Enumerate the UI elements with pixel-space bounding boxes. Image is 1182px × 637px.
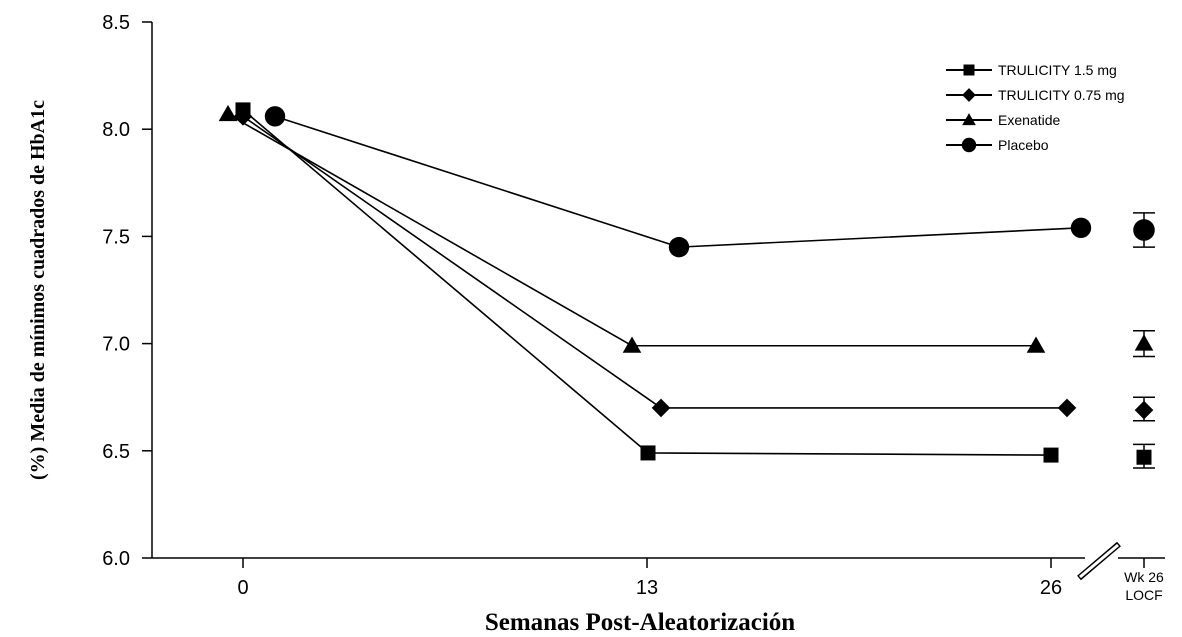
data-point — [622, 336, 642, 353]
x-tick-label: 13 — [636, 577, 658, 599]
y-axis-title: (%) Media de mínimos cuadrados de HbA1c — [27, 100, 49, 480]
legend-label: Exenatide — [998, 112, 1060, 128]
data-point — [640, 445, 656, 461]
legend-marker-square — [963, 64, 975, 76]
series-circle — [264, 106, 1092, 258]
locf-point — [1134, 334, 1154, 351]
series-diamond — [233, 107, 1077, 418]
y-ticks: 6.0 6.5 7.0 7.5 8.0 8.5 — [102, 12, 152, 570]
data-point — [1070, 217, 1092, 239]
locf-points — [1133, 212, 1155, 469]
series-line — [242, 109, 1052, 456]
data-point — [264, 106, 286, 127]
legend-label: TRULICITY 0.75 mg — [998, 87, 1125, 103]
locf-square — [1133, 443, 1155, 469]
y-tick-label: 6.0 — [102, 548, 130, 570]
y-tick-label: 8.0 — [102, 119, 130, 141]
legend-label: Placebo — [998, 137, 1049, 153]
legend-label: TRULICITY 1.5 mg — [998, 62, 1117, 78]
series-triangle — [218, 104, 1046, 353]
locf-point — [1136, 449, 1152, 465]
legend-marker-diamond — [962, 88, 976, 102]
legend-item: Placebo — [946, 137, 1049, 153]
series — [218, 102, 1092, 463]
legend-marker-triangle — [962, 113, 976, 126]
data-point — [651, 398, 671, 418]
locf-point — [1134, 400, 1154, 420]
axis-break-symbol — [1077, 541, 1121, 581]
x-tick-label: 0 — [237, 577, 248, 599]
x-tick-label-locf: LOCF — [1125, 587, 1162, 603]
y-tick-label: 8.5 — [102, 12, 130, 34]
data-point — [1057, 398, 1077, 418]
data-point — [668, 236, 690, 258]
legend-item: TRULICITY 0.75 mg — [946, 87, 1125, 103]
locf-point — [1133, 219, 1155, 241]
data-point — [1026, 336, 1046, 353]
locf-circle — [1133, 212, 1155, 248]
legend: TRULICITY 1.5 mg TRULICITY 0.75 mg Exenati… — [946, 62, 1125, 153]
legend-marker-circle — [961, 137, 977, 153]
x-tick-label: 26 — [1040, 577, 1062, 599]
locf-triangle — [1133, 329, 1155, 358]
y-tick-label: 6.5 — [102, 441, 130, 463]
legend-item: Exenatide — [946, 112, 1060, 128]
series-line — [227, 113, 1036, 347]
x-axis-title: Semanas Post-Aleatorización — [485, 609, 795, 636]
data-point — [218, 104, 238, 122]
x-ticks: 0 13 26 — [237, 558, 1145, 599]
locf-diamond — [1133, 396, 1155, 422]
axes — [151, 22, 1165, 559]
x-tick-label-wk26: Wk 26 — [1124, 569, 1164, 585]
series-line — [242, 115, 1067, 409]
legend-item: TRULICITY 1.5 mg — [946, 62, 1117, 78]
data-point — [1043, 447, 1059, 463]
y-tick-label: 7.0 — [102, 334, 130, 356]
y-tick-label: 7.5 — [102, 226, 130, 248]
series-line — [274, 115, 1082, 248]
